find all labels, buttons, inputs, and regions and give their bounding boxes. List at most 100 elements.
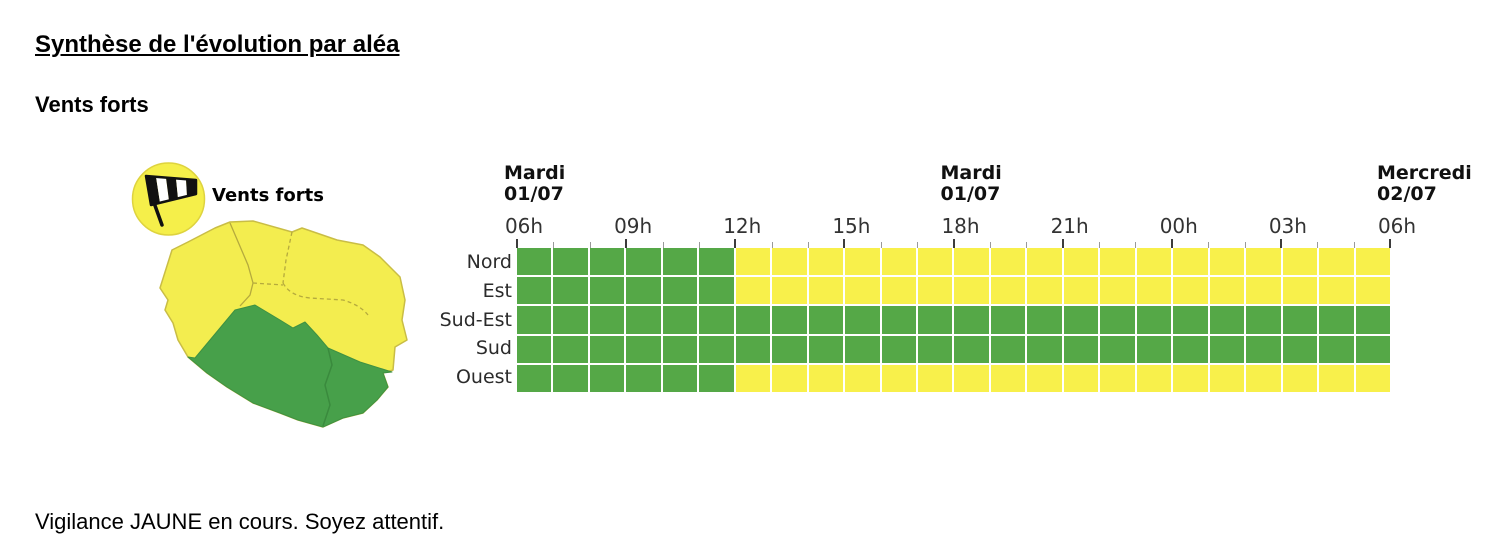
grid-cell-vert	[1209, 335, 1245, 363]
hour-tick-label: 06h	[504, 214, 544, 238]
grid-cell-vert	[990, 306, 1026, 334]
zone-border-nord-est	[282, 231, 293, 284]
reunion-vigilance-map	[140, 210, 415, 445]
grid-cell-jaune	[1136, 277, 1172, 305]
grid-cell-jaune	[1100, 248, 1135, 276]
grid-cell-jaune	[1136, 364, 1172, 392]
grid-cell-vert	[918, 306, 953, 334]
grid-cell-jaune	[881, 248, 917, 276]
grid-cell-jaune	[1282, 364, 1318, 392]
grid-cell-jaune	[1027, 364, 1062, 392]
major-tick	[843, 239, 846, 248]
grid-cell-vert	[626, 335, 661, 363]
vigilance-grid	[517, 248, 1390, 392]
major-tick	[1170, 239, 1173, 248]
grid-cell-jaune	[918, 248, 953, 276]
grid-cell-jaune	[990, 277, 1026, 305]
hour-tick-label: 21h	[1050, 214, 1089, 238]
minor-tick	[662, 242, 664, 248]
hour-tick-label: 00h	[1159, 214, 1198, 238]
minor-tick	[1135, 242, 1137, 248]
grid-cell-vert	[1209, 306, 1245, 334]
row-label-ouest: Ouest	[455, 366, 512, 389]
major-tick	[516, 239, 518, 248]
grid-cell-vert	[517, 335, 552, 363]
grid-cell-jaune	[845, 248, 880, 276]
grid-cell-vert	[1355, 306, 1390, 334]
grid-cell-vert	[699, 277, 734, 305]
grid-cell-jaune	[772, 277, 807, 305]
grid-cell-vert	[626, 306, 661, 334]
grid-cell-jaune	[735, 277, 771, 305]
grid-cell-vert	[662, 364, 698, 392]
grid-cell-jaune	[990, 248, 1026, 276]
grid-cell-jaune	[735, 364, 771, 392]
row-label-sud: Sud	[475, 337, 512, 360]
grid-cell-vert	[881, 335, 917, 363]
grid-cell-jaune	[808, 277, 844, 305]
grid-cell-vert	[918, 335, 953, 363]
grid-cell-jaune	[1209, 364, 1245, 392]
hazard-heading: Vents forts	[35, 92, 149, 117]
grid-cell-jaune	[1173, 277, 1208, 305]
row-label-sud-est: Sud-Est	[439, 308, 512, 331]
grid-cell-jaune	[1063, 364, 1099, 392]
grid-cell-vert	[735, 335, 771, 363]
grid-cell-vert	[699, 335, 734, 363]
grid-cell-vert	[662, 335, 698, 363]
grid-cell-vert	[954, 335, 989, 363]
grid-cell-vert	[589, 335, 625, 363]
major-tick	[952, 239, 955, 248]
grid-cell-vert	[1282, 335, 1318, 363]
grid-cell-vert	[517, 306, 552, 334]
minor-tick	[771, 242, 773, 248]
grid-cell-vert	[553, 248, 588, 276]
grid-cell-jaune	[1209, 277, 1245, 305]
grid-cell-vert	[845, 306, 880, 334]
grid-cell-jaune	[1100, 277, 1135, 305]
grid-cell-jaune	[954, 364, 989, 392]
grid-cell-jaune	[1027, 277, 1062, 305]
day-header: Mercredi 02/07	[1377, 162, 1472, 205]
grid-cell-jaune	[1246, 277, 1281, 305]
major-tick	[1279, 239, 1282, 248]
minor-tick	[1208, 242, 1210, 248]
grid-cell-vert	[1319, 335, 1354, 363]
row-label-est: Est	[482, 279, 512, 302]
grid-cell-jaune	[772, 364, 807, 392]
hour-tick-label: 09h	[614, 214, 653, 238]
grid-cell-vert	[553, 306, 588, 334]
grid-cell-jaune	[1027, 248, 1062, 276]
minor-tick	[880, 242, 882, 248]
minor-tick	[917, 242, 919, 248]
major-tick	[734, 239, 737, 248]
zone-border-sud-sudest	[322, 347, 333, 427]
grid-cell-vert	[772, 335, 807, 363]
grid-cell-jaune	[954, 248, 989, 276]
grid-cell-vert	[735, 306, 771, 334]
grid-cell-jaune	[990, 364, 1026, 392]
grid-cell-jaune	[1246, 364, 1281, 392]
hour-tick-label: 15h	[832, 214, 871, 238]
major-tick	[1389, 239, 1391, 248]
windsock-icon	[129, 162, 208, 242]
grid-cell-vert	[662, 248, 698, 276]
hour-tick-label: 18h	[941, 214, 980, 238]
grid-cell-vert	[589, 277, 625, 305]
grid-cell-jaune	[845, 364, 880, 392]
grid-cell-vert	[553, 277, 588, 305]
grid-cell-jaune	[1063, 277, 1099, 305]
grid-cell-jaune	[1282, 277, 1318, 305]
grid-cell-vert	[1173, 335, 1208, 363]
grid-cell-vert	[1063, 306, 1099, 334]
grid-cell-jaune	[1063, 248, 1099, 276]
grid-cell-vert	[553, 335, 588, 363]
grid-cell-vert	[1136, 335, 1172, 363]
day-header: Mardi 01/07	[940, 162, 1002, 205]
grid-cell-jaune	[1319, 364, 1354, 392]
grid-cell-vert	[626, 364, 661, 392]
grid-cell-jaune	[845, 277, 880, 305]
grid-cell-jaune	[772, 248, 807, 276]
grid-cell-vert	[589, 248, 625, 276]
grid-cell-vert	[1319, 306, 1354, 334]
